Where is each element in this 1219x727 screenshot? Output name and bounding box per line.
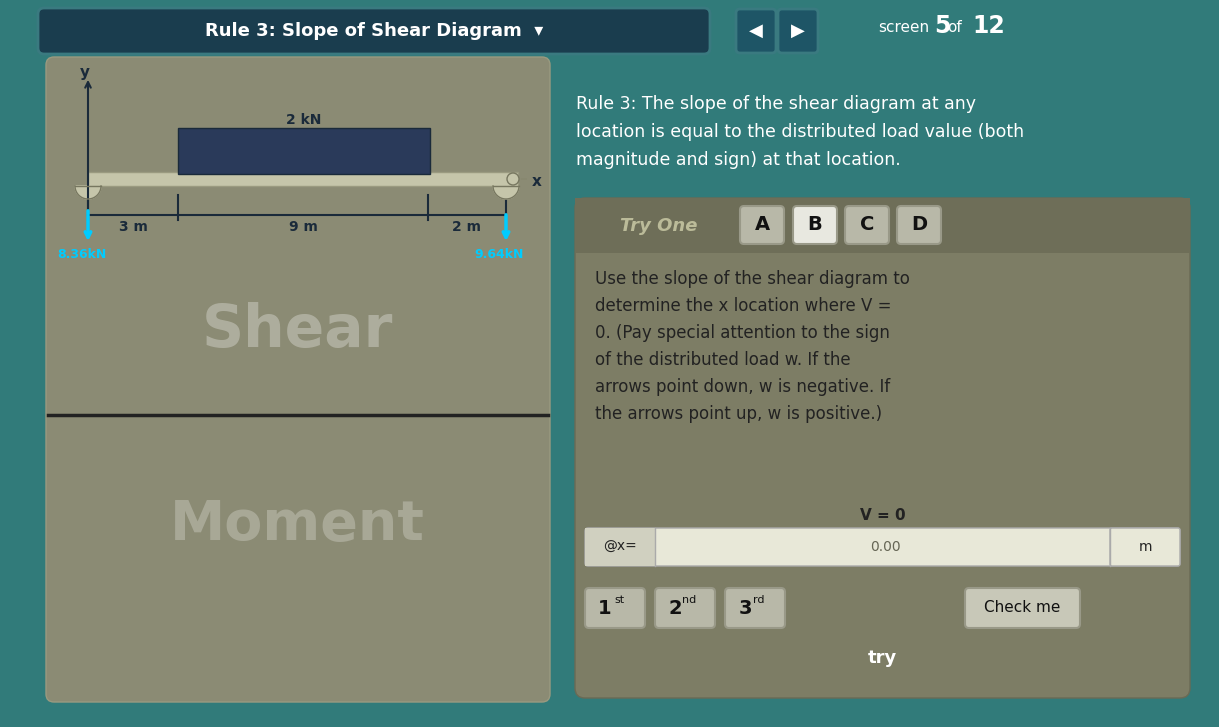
Circle shape <box>507 173 519 185</box>
Polygon shape <box>492 186 519 199</box>
Text: of the distributed load w. If the: of the distributed load w. If the <box>595 351 851 369</box>
Bar <box>178 128 430 174</box>
Text: nd: nd <box>681 595 696 605</box>
Text: Moment: Moment <box>169 498 424 552</box>
FancyBboxPatch shape <box>736 9 777 53</box>
Bar <box>575 198 1190 253</box>
Text: ◀: ◀ <box>748 22 763 40</box>
Text: st: st <box>614 595 624 605</box>
Text: 9 m: 9 m <box>289 220 317 234</box>
Text: 2 kN: 2 kN <box>286 113 322 127</box>
Text: 0. (Pay special attention to the sign: 0. (Pay special attention to the sign <box>595 324 890 342</box>
Text: location is equal to the distributed load value (both: location is equal to the distributed loa… <box>577 123 1024 141</box>
Text: ▶: ▶ <box>791 22 805 40</box>
FancyBboxPatch shape <box>845 206 889 244</box>
Text: rd: rd <box>753 595 764 605</box>
Text: x: x <box>531 174 542 188</box>
Text: magnitude and sign) at that location.: magnitude and sign) at that location. <box>577 151 901 169</box>
Text: A: A <box>755 215 769 235</box>
FancyBboxPatch shape <box>46 57 550 702</box>
FancyBboxPatch shape <box>794 206 837 244</box>
Text: D: D <box>911 215 928 235</box>
Text: C: C <box>859 215 874 235</box>
Text: 5: 5 <box>934 14 951 38</box>
Text: of: of <box>947 20 962 36</box>
Text: Use the slope of the shear diagram to: Use the slope of the shear diagram to <box>595 270 909 288</box>
Text: try: try <box>868 649 897 667</box>
Bar <box>88 172 518 186</box>
Bar <box>575 198 1190 253</box>
Text: Try One: Try One <box>620 217 697 235</box>
FancyBboxPatch shape <box>585 528 1180 566</box>
Text: 2: 2 <box>668 598 681 617</box>
Text: y: y <box>80 65 90 81</box>
FancyBboxPatch shape <box>575 198 1190 698</box>
Text: 3: 3 <box>739 598 752 617</box>
Text: 9.64kN: 9.64kN <box>474 248 523 261</box>
Text: Rule 3: Slope of Shear Diagram  ▾: Rule 3: Slope of Shear Diagram ▾ <box>205 22 544 40</box>
Text: Check me: Check me <box>984 601 1061 616</box>
Text: V = 0: V = 0 <box>859 508 906 523</box>
Text: screen: screen <box>878 20 929 36</box>
FancyBboxPatch shape <box>38 8 709 54</box>
Text: the arrows point up, w is positive.): the arrows point up, w is positive.) <box>595 405 883 423</box>
FancyBboxPatch shape <box>740 206 784 244</box>
Text: Rule 3: The slope of the shear diagram at any: Rule 3: The slope of the shear diagram a… <box>577 95 976 113</box>
Text: 1: 1 <box>599 598 612 617</box>
Text: 8.36kN: 8.36kN <box>57 248 106 261</box>
Text: Shear: Shear <box>201 302 393 358</box>
Text: arrows point down, w is negative. If: arrows point down, w is negative. If <box>595 378 890 396</box>
Polygon shape <box>76 186 101 199</box>
FancyBboxPatch shape <box>585 588 645 628</box>
FancyBboxPatch shape <box>725 588 785 628</box>
Text: m: m <box>1139 540 1152 554</box>
Text: 2 m: 2 m <box>452 220 482 234</box>
Text: determine the x location where V =: determine the x location where V = <box>595 297 891 315</box>
Bar <box>585 528 655 566</box>
Text: 0.00: 0.00 <box>869 540 901 554</box>
FancyBboxPatch shape <box>778 9 818 53</box>
FancyBboxPatch shape <box>655 588 716 628</box>
Text: @x=: @x= <box>603 540 636 554</box>
FancyBboxPatch shape <box>1111 528 1180 566</box>
Text: 3 m: 3 m <box>118 220 147 234</box>
Text: 12: 12 <box>972 14 1004 38</box>
Text: B: B <box>808 215 823 235</box>
FancyBboxPatch shape <box>965 588 1080 628</box>
FancyBboxPatch shape <box>897 206 941 244</box>
